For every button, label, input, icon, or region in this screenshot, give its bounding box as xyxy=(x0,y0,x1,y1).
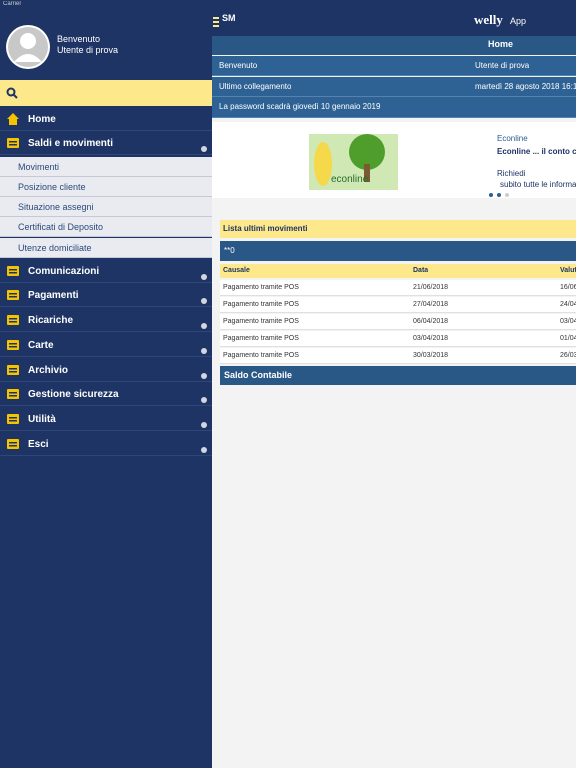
menu-item[interactable]: Saldi e movimenti xyxy=(0,132,212,155)
banner-image: econline xyxy=(309,134,398,190)
info-row: Benvenuto Utente di prova xyxy=(212,56,576,76)
movement-cell: 16/06/2 xyxy=(560,284,576,291)
submenu-item[interactable]: Situazione assegni xyxy=(0,197,212,218)
expand-indicator xyxy=(201,397,207,404)
expand-indicator xyxy=(201,146,207,152)
movement-cell: 24/04/2 xyxy=(560,301,576,308)
movement-cell: 21/06/2018 xyxy=(413,284,449,291)
movement-cell: 01/04/2 xyxy=(560,335,576,342)
menu-icon xyxy=(7,315,19,326)
expand-indicator xyxy=(201,372,207,379)
banner-image-text: econline xyxy=(331,174,369,185)
menu-item[interactable]: Gestione sicurezza xyxy=(0,383,212,407)
sidebar: Carrier Benvenuto Utente di prova Home Sa… xyxy=(0,0,212,768)
banner-line: Richiedi xyxy=(497,169,526,178)
movement-cell: 27/04/2018 xyxy=(413,301,449,308)
info-row: Ultimo collegamento martedì 28 agosto 201… xyxy=(212,77,576,97)
info-value: Utente di prova xyxy=(475,61,530,70)
menu-icon xyxy=(7,413,19,424)
main: SM welly App Home La password scadrà gio… xyxy=(212,0,576,768)
column-header: Valut xyxy=(560,267,576,274)
menu-icon xyxy=(7,339,19,350)
expand-indicator xyxy=(201,298,207,305)
expand-indicator xyxy=(201,446,207,453)
movement-row[interactable]: Pagamento tramite POS 30/03/2018 26/03/2 xyxy=(220,348,576,364)
expand-indicator xyxy=(201,347,207,354)
submenu-item[interactable]: Certificati di Deposito xyxy=(0,217,212,238)
submenu-item[interactable]: Movimenti xyxy=(0,156,212,177)
movement-cell: Pagamento tramite POS xyxy=(223,284,299,291)
brand-suffix: App xyxy=(510,16,527,26)
avatar xyxy=(6,25,50,69)
menu-icon xyxy=(7,438,19,449)
search-bar[interactable] xyxy=(0,80,212,106)
menu-icon xyxy=(7,290,19,301)
menu-item[interactable]: Archivio xyxy=(0,359,212,382)
balance-bar[interactable]: Saldo Contabile xyxy=(220,366,576,385)
greeting: Benvenuto xyxy=(57,34,101,44)
menu-icon xyxy=(7,389,19,400)
logo: SM xyxy=(222,13,236,23)
banner-title: Econline xyxy=(497,134,528,143)
menu-item[interactable]: Esci xyxy=(0,433,212,456)
movement-cell: 03/04/2018 xyxy=(413,335,449,342)
info-label: Benvenuto xyxy=(219,61,258,70)
banner-line: subito tutte le informa xyxy=(500,180,576,189)
top-bar: SM welly App xyxy=(212,0,576,36)
submenu-item[interactable]: Posizione cliente xyxy=(0,176,212,197)
table-header xyxy=(220,264,576,278)
movement-cell: Pagamento tramite POS xyxy=(223,318,299,325)
menu-icon xyxy=(7,265,19,276)
banner[interactable]: econline Econline Econline ... il conto … xyxy=(212,122,576,198)
expand-indicator xyxy=(201,273,207,280)
movement-cell: Pagamento tramite POS xyxy=(223,301,299,308)
movement-cell: 26/03/2 xyxy=(560,352,576,359)
movement-row[interactable]: Pagamento tramite POS 03/04/2018 01/04/2 xyxy=(220,331,576,347)
movement-cell: 30/03/2018 xyxy=(413,352,449,359)
info-label: Ultimo collegamento xyxy=(219,82,292,91)
menu-icon xyxy=(7,364,19,375)
movement-cell: 03/04/2 xyxy=(560,318,576,325)
menu-item[interactable]: Pagamenti xyxy=(0,284,212,308)
info-value: martedì 28 agosto 2018 16:1 xyxy=(475,82,576,91)
movements-title: Lista ultimi movimenti xyxy=(220,220,576,238)
menu-icon xyxy=(7,138,19,148)
movement-row[interactable]: Pagamento tramite POS 27/04/2018 24/04/2 xyxy=(220,297,576,313)
menu-item[interactable]: Ricariche xyxy=(0,309,212,333)
menu-item[interactable]: Utilità xyxy=(0,408,212,431)
column-header: Causale xyxy=(223,267,250,274)
menu-item[interactable]: Home xyxy=(0,108,212,131)
menu-icon xyxy=(7,113,19,125)
column-header: Data xyxy=(413,267,429,274)
carrier: Carrier xyxy=(3,1,22,7)
account[interactable]: **0 xyxy=(220,241,576,261)
brand: welly xyxy=(474,12,503,27)
submenu-item[interactable]: Utenze domiciliate xyxy=(0,237,212,258)
movement-cell: Pagamento tramite POS xyxy=(223,335,299,342)
user-name: Utente di prova xyxy=(57,45,119,55)
banner-subtitle: Econline ... il conto c xyxy=(497,147,576,156)
movement-row[interactable]: Pagamento tramite POS 21/06/2018 16/06/2 xyxy=(220,280,576,296)
expand-indicator xyxy=(201,323,207,330)
movement-cell: Pagamento tramite POS xyxy=(223,352,299,359)
password-notice: La password scadrà giovedì 10 gennaio 20… xyxy=(212,97,576,118)
movement-cell: 06/04/2018 xyxy=(413,318,449,325)
expand-indicator xyxy=(201,421,207,428)
pager xyxy=(489,193,509,197)
page-title: Home xyxy=(212,36,576,55)
menu-item[interactable]: Carte xyxy=(0,334,212,357)
movement-row[interactable]: Pagamento tramite POS 06/04/2018 03/04/2 xyxy=(220,314,576,330)
menu-item[interactable]: Comunicazioni xyxy=(0,260,212,283)
